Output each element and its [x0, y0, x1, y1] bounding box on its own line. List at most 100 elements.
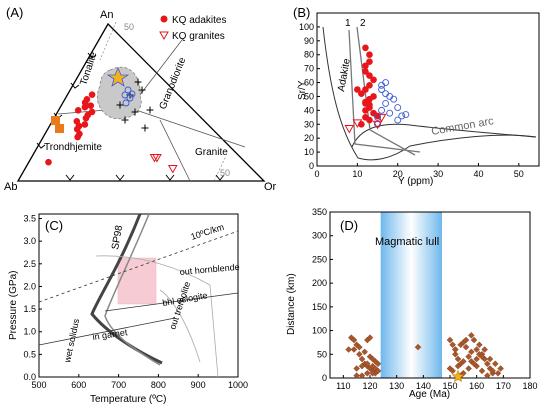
apex-an: An — [100, 9, 113, 21]
adakite-point — [81, 103, 89, 111]
garnet-line — [38, 317, 176, 346]
diamond-point — [470, 336, 478, 344]
y-tick-label-b: 30 — [304, 119, 314, 129]
diamond-point — [454, 355, 462, 363]
cross-point — [131, 108, 139, 116]
diamond-point — [484, 360, 491, 368]
curve-label-geotherm: 10ºC/km — [190, 222, 226, 242]
x-tick-label-b: 20 — [393, 169, 403, 179]
curve-label-solidus: wet solidus — [62, 317, 81, 364]
open-circle-point — [382, 90, 390, 98]
diamond-point — [476, 341, 483, 349]
contour-50-bottom — [213, 155, 227, 182]
adakite-point — [74, 107, 82, 114]
cross-point — [138, 86, 146, 94]
diamond-point — [369, 369, 376, 377]
cross-point — [121, 116, 129, 124]
adakite-point — [87, 102, 95, 109]
adakite-point — [366, 82, 373, 89]
geotherm-10c-line — [38, 230, 239, 303]
adakite-point — [45, 158, 52, 166]
adakite-point — [358, 90, 365, 97]
open-circle-point — [378, 81, 386, 89]
orange-square-marker — [51, 116, 60, 125]
open-circle-point — [121, 91, 129, 99]
open-circle-point — [394, 104, 402, 112]
y-axis-label-d: Distance (km) — [286, 273, 297, 335]
diamond-point — [484, 372, 491, 379]
contour-label-bottom: 50 — [220, 168, 230, 178]
adakite-point — [366, 51, 373, 59]
diamond-point — [414, 343, 422, 351]
x-tick-label-c: 900 — [191, 380, 206, 390]
diamond-point — [473, 355, 480, 363]
y-tick-label-c: 2.0 — [23, 281, 36, 291]
diamond-point — [478, 353, 486, 360]
trend-1-curve — [348, 29, 421, 153]
x-axis-label-b: Y (ppm) — [398, 176, 433, 187]
field-granodiorite: Granodiorite — [158, 56, 189, 112]
open-circle-point — [394, 116, 402, 124]
y-axis-b: 0 10 20 30 40 50 60 70 80 90 100 — [299, 22, 320, 171]
x-tick-label-b: 10 — [352, 169, 362, 179]
diamond-point — [364, 369, 371, 377]
diamond-point — [366, 334, 374, 341]
y-tick-label-d: 0 — [322, 373, 327, 383]
curve-label-garnet: in garnet — [92, 327, 129, 342]
x-tick-label-b: 0 — [314, 169, 319, 179]
y-tick-label-b: 70 — [304, 64, 314, 74]
legend-granite-label: KQ granites — [172, 31, 225, 42]
open-circle-point — [378, 106, 386, 114]
field-label-common-arc: Common arc — [430, 115, 495, 138]
diamond-point — [374, 367, 382, 375]
diamond-point — [449, 341, 456, 349]
open-circle-point — [126, 94, 134, 102]
y-axis-d: 0 50 100 150 200 250 300 350 — [312, 207, 333, 383]
open-circle-point — [382, 99, 390, 107]
x-tick-label-b: 40 — [473, 169, 483, 179]
orange-square-marker — [55, 124, 64, 133]
granite-boundary — [159, 119, 191, 182]
x-tick-label-d: 150 — [442, 381, 457, 391]
diamond-point — [374, 360, 382, 368]
x-axis-c: 500 600 700 800 900 1000 — [31, 374, 248, 390]
adakite-point — [362, 86, 369, 93]
diamond-point — [345, 346, 352, 353]
diamond-point — [361, 348, 368, 356]
panel-a-points — [45, 78, 178, 174]
diamond-point — [468, 332, 475, 339]
diamond-point — [486, 355, 494, 363]
diamond-point — [446, 336, 454, 344]
y-tick-label-b: 0 — [309, 161, 314, 171]
granite-point — [352, 119, 363, 128]
contour-label-top: 50 — [124, 22, 134, 32]
cross-point — [146, 106, 154, 114]
adakite-point — [362, 68, 369, 75]
legend-adakite-marker — [160, 15, 168, 23]
x-axis-d: 110 120 130 140 150 160 170 180 — [336, 375, 538, 391]
diamond-point — [478, 367, 486, 375]
y-tick-label-b: 90 — [304, 36, 314, 46]
hornblende-curve — [95, 255, 219, 378]
diamond-point — [462, 336, 470, 344]
diamond-point — [358, 372, 366, 379]
x-axis-label-c: Temperature (ºC) — [90, 394, 166, 405]
panel-b: (B) 0 10 20 30 40 50 0 10 20 30 40 50 60 70 80 90 100 S… — [293, 5, 540, 187]
diamond-point — [468, 348, 475, 356]
adakite-point — [354, 86, 361, 93]
diamond-point — [358, 355, 366, 363]
y-tick-label-c: 2.5 — [23, 259, 36, 269]
adakite-point — [366, 72, 373, 79]
adakite-point — [366, 58, 373, 65]
granite-point — [152, 153, 162, 163]
cross-point — [141, 124, 149, 132]
adakite-point — [81, 121, 89, 128]
field-label-adakite: Adakite — [336, 57, 353, 92]
curve-label-sp98: SP98 — [110, 224, 125, 250]
x-tick-label-d: 180 — [522, 381, 537, 391]
x-tick-label-c: 500 — [31, 380, 46, 390]
granite-point — [344, 124, 355, 134]
x-axis-b: 0 10 20 30 40 50 — [314, 163, 524, 179]
diamond-point — [454, 362, 462, 370]
